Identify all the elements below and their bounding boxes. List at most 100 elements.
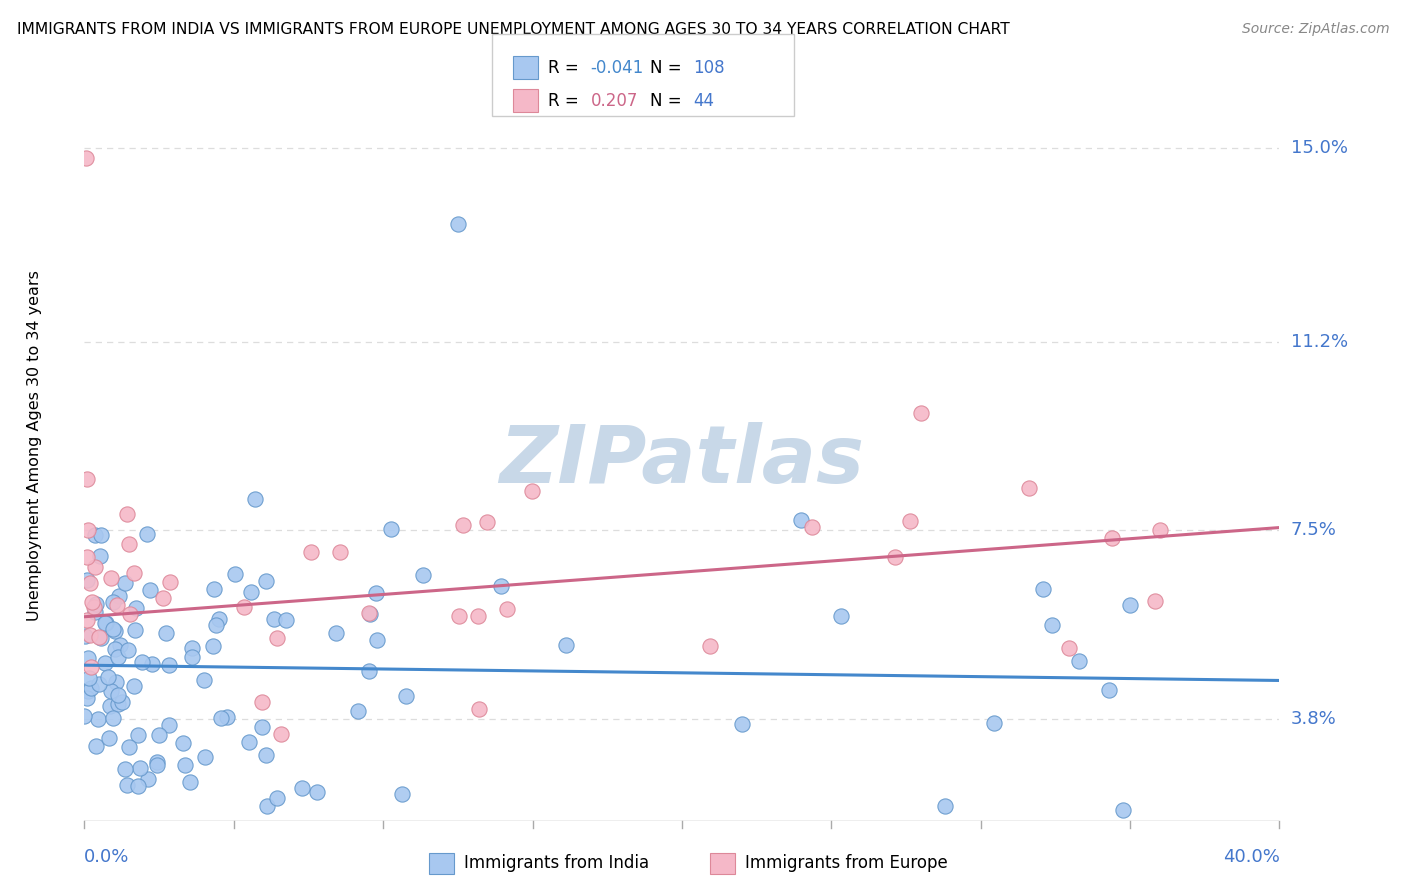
Text: 7.5%: 7.5% — [1291, 521, 1337, 539]
Text: 44: 44 — [693, 92, 714, 110]
Point — [172, 736, 194, 750]
Point — [555, 638, 578, 652]
Text: Source: ZipAtlas.com: Source: ZipAtlas.com — [1241, 22, 1389, 37]
Point — [77, 671, 100, 685]
Point — [90, 631, 112, 645]
Point — [830, 608, 852, 623]
Point — [299, 545, 322, 559]
Point — [77, 651, 100, 665]
Text: 108: 108 — [693, 59, 724, 77]
Point — [87, 676, 110, 690]
Point — [76, 549, 98, 564]
Point — [254, 574, 277, 588]
Point — [366, 633, 388, 648]
Text: 15.0%: 15.0% — [1291, 139, 1347, 157]
Point — [1098, 682, 1121, 697]
Point — [122, 679, 145, 693]
Point — [489, 579, 512, 593]
Point — [118, 607, 141, 621]
Point — [115, 508, 138, 522]
Point — [76, 573, 98, 587]
Point — [699, 639, 721, 653]
Point — [90, 528, 112, 542]
Point — [884, 549, 907, 564]
Text: 40.0%: 40.0% — [1223, 848, 1279, 866]
Point — [256, 799, 278, 814]
Point — [101, 622, 124, 636]
Point — [233, 599, 256, 614]
Point — [347, 704, 370, 718]
Point — [193, 673, 215, 687]
Point — [217, 710, 239, 724]
Text: N =: N = — [650, 92, 686, 110]
Point — [127, 779, 149, 793]
Point — [94, 615, 117, 630]
Point — [131, 655, 153, 669]
Point — [395, 689, 418, 703]
Point — [380, 522, 402, 536]
Point — [101, 711, 124, 725]
Point — [73, 709, 96, 723]
Text: R =: R = — [548, 59, 585, 77]
Point — [75, 151, 97, 165]
Point — [146, 758, 169, 772]
Point — [76, 691, 98, 706]
Point — [1119, 598, 1142, 612]
Point — [254, 747, 277, 762]
Point — [89, 549, 111, 563]
Point — [80, 595, 103, 609]
Point — [209, 711, 232, 725]
Point — [477, 515, 499, 529]
Point — [86, 597, 108, 611]
Text: Immigrants from India: Immigrants from India — [464, 855, 650, 872]
Point — [224, 566, 246, 581]
Point — [75, 629, 97, 643]
Text: Immigrants from Europe: Immigrants from Europe — [745, 855, 948, 872]
Point — [108, 589, 131, 603]
Point — [103, 595, 125, 609]
Point — [1018, 481, 1040, 495]
Point — [266, 790, 288, 805]
Point — [84, 739, 107, 753]
Point — [204, 618, 226, 632]
Text: ZIPatlas: ZIPatlas — [499, 422, 865, 500]
Point — [202, 582, 225, 597]
Point — [83, 600, 105, 615]
Point — [111, 695, 134, 709]
Point — [84, 528, 107, 542]
Point — [148, 728, 170, 742]
Point — [173, 757, 195, 772]
Point — [122, 566, 145, 580]
Point — [789, 513, 811, 527]
Point — [114, 762, 136, 776]
Point — [118, 739, 141, 754]
Point — [83, 605, 105, 619]
Point — [104, 641, 127, 656]
Point — [76, 614, 98, 628]
Point — [1057, 640, 1080, 655]
Point — [98, 698, 121, 713]
Point — [159, 574, 181, 589]
Point — [118, 537, 141, 551]
Point — [124, 624, 146, 638]
Point — [274, 613, 297, 627]
Point — [79, 628, 101, 642]
Point — [100, 683, 122, 698]
Point — [329, 545, 352, 559]
Point — [157, 718, 180, 732]
Point — [146, 755, 169, 769]
Point — [250, 720, 273, 734]
Point — [364, 586, 387, 600]
Point — [801, 520, 824, 534]
Point — [291, 780, 314, 795]
Point — [447, 217, 470, 231]
Point — [157, 658, 180, 673]
Point — [194, 750, 217, 764]
Point — [94, 657, 117, 671]
Point — [1112, 804, 1135, 818]
Point — [155, 625, 177, 640]
Point — [208, 612, 231, 626]
Point — [136, 772, 159, 787]
Point — [1040, 618, 1063, 632]
Point — [105, 598, 128, 612]
